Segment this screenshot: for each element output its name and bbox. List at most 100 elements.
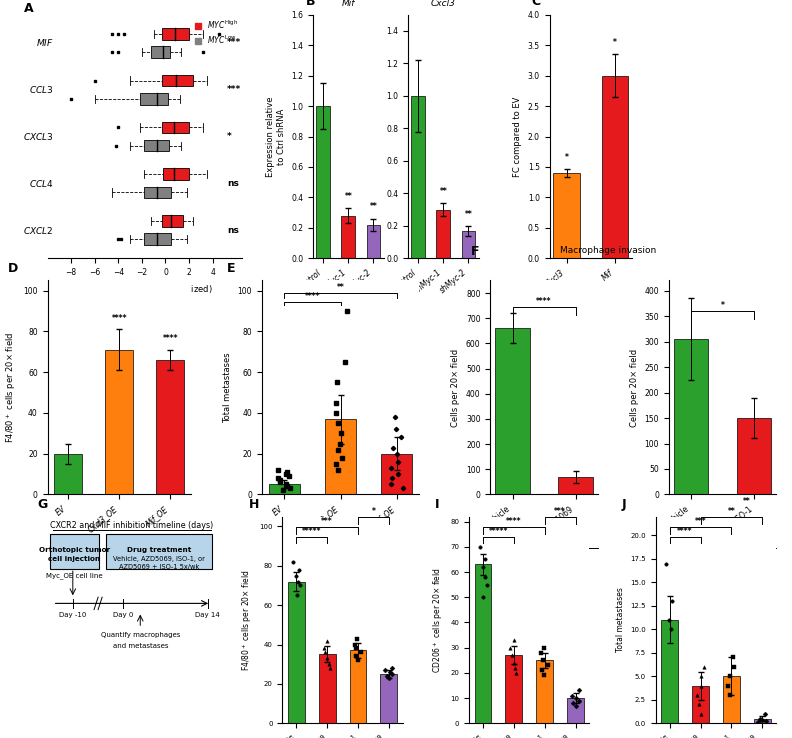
Text: *: * — [227, 132, 231, 141]
Text: ****: **** — [536, 297, 552, 306]
FancyBboxPatch shape — [105, 534, 212, 569]
Bar — [474, 565, 492, 723]
Text: F: F — [471, 245, 479, 258]
Y-axis label: Cells per 20× field: Cells per 20× field — [451, 348, 460, 427]
X-axis label: Log$_2$ FPKM (median normalized)
in human PDAC: Log$_2$ FPKM (median normalized) in huma… — [77, 283, 213, 306]
Text: ***: *** — [554, 507, 566, 516]
Text: CXCR2 and MIF inhibition timeline (days): CXCR2 and MIF inhibition timeline (days) — [50, 521, 214, 530]
Bar — [558, 477, 593, 494]
Text: Macrophage invasion: Macrophage invasion — [561, 246, 657, 255]
Text: ns: ns — [227, 226, 238, 235]
Text: ****: **** — [506, 517, 522, 526]
Text: G: G — [37, 498, 48, 511]
Text: and metastases: and metastases — [112, 643, 168, 649]
Text: $\it{CCL3}$: $\it{CCL3}$ — [29, 84, 53, 95]
Bar — [436, 210, 451, 258]
FancyBboxPatch shape — [144, 187, 171, 199]
Text: $\it{CCL4}$: $\it{CCL4}$ — [29, 178, 53, 189]
Bar — [411, 96, 425, 258]
Y-axis label: FC compared to EV: FC compared to EV — [513, 97, 522, 176]
FancyBboxPatch shape — [144, 233, 171, 245]
Title: Mif: Mif — [341, 0, 355, 8]
FancyBboxPatch shape — [162, 75, 192, 86]
FancyBboxPatch shape — [151, 46, 170, 58]
Text: ***: *** — [322, 517, 333, 526]
Bar — [318, 655, 336, 723]
Text: J: J — [622, 498, 626, 511]
Text: I: I — [436, 498, 440, 511]
Text: H: H — [249, 498, 259, 511]
Text: **: ** — [345, 192, 352, 201]
Legend: $MYC^{\mathrm{High}}$, $MYC^{\mathrm{Low}}$: $MYC^{\mathrm{High}}$, $MYC^{\mathrm{Low… — [195, 18, 238, 46]
Text: *: * — [613, 38, 617, 47]
Text: **: ** — [370, 202, 377, 211]
Bar — [269, 484, 300, 494]
Bar — [567, 698, 584, 723]
Bar — [287, 582, 305, 723]
Text: *: * — [565, 153, 569, 162]
Text: $\it{MIF}$: $\it{MIF}$ — [36, 38, 53, 49]
Text: $\it{CXCL2}$: $\it{CXCL2}$ — [23, 224, 53, 235]
FancyBboxPatch shape — [162, 122, 189, 134]
Text: Vehicle, AZD5069, ISO-1, or: Vehicle, AZD5069, ISO-1, or — [113, 556, 205, 562]
Text: *: * — [371, 507, 375, 516]
Bar — [462, 231, 475, 258]
Text: Day 0: Day 0 — [113, 612, 134, 618]
Text: Myc_OE cell line: Myc_OE cell line — [46, 573, 103, 579]
Text: *****: ***** — [489, 527, 508, 536]
Y-axis label: Cells per 20× field: Cells per 20× field — [630, 348, 639, 427]
FancyBboxPatch shape — [162, 28, 189, 40]
FancyBboxPatch shape — [144, 139, 169, 151]
Text: E: E — [227, 262, 235, 275]
Text: *****: ***** — [302, 527, 322, 536]
Bar — [316, 106, 330, 258]
Text: *: * — [721, 301, 725, 310]
Text: Myc_OE: Myc_OE — [527, 556, 561, 565]
Bar — [661, 620, 678, 723]
Bar — [367, 225, 380, 258]
Text: **: ** — [728, 507, 735, 516]
FancyBboxPatch shape — [163, 168, 189, 180]
Text: ns: ns — [227, 179, 238, 188]
Y-axis label: CD206$^+$ cells per 20× field: CD206$^+$ cells per 20× field — [431, 567, 445, 673]
FancyBboxPatch shape — [162, 215, 183, 227]
Bar — [554, 173, 580, 258]
Text: ****: **** — [305, 292, 320, 301]
Text: ****: **** — [162, 334, 178, 343]
Text: Day -10: Day -10 — [59, 612, 86, 618]
Bar — [105, 350, 133, 494]
Bar — [692, 686, 709, 723]
Text: AZD5069 + ISO-1 5x/wk: AZD5069 + ISO-1 5x/wk — [119, 564, 199, 570]
Text: **: ** — [465, 210, 472, 218]
Bar — [536, 661, 553, 723]
Text: cell injection: cell injection — [48, 556, 101, 562]
Text: ****: **** — [677, 527, 693, 536]
Text: Orthotopic tumor: Orthotopic tumor — [39, 547, 110, 553]
FancyBboxPatch shape — [50, 534, 99, 569]
Text: A: A — [25, 2, 34, 15]
Text: **: ** — [337, 283, 345, 292]
Text: $\it{CXCL3}$: $\it{CXCL3}$ — [23, 131, 53, 142]
Bar — [505, 655, 523, 723]
Bar — [495, 328, 530, 494]
Text: Day 14: Day 14 — [196, 612, 220, 618]
Bar — [380, 674, 398, 723]
Text: Myc_OE: Myc_OE — [706, 556, 739, 565]
Text: D: D — [7, 262, 17, 275]
Bar — [754, 719, 771, 723]
Bar — [349, 650, 367, 723]
Y-axis label: F4/80$^+$ cells per 20× field: F4/80$^+$ cells per 20× field — [4, 332, 17, 443]
Y-axis label: Total metastases: Total metastases — [615, 587, 625, 652]
Bar — [325, 419, 356, 494]
Bar — [737, 418, 771, 494]
Bar — [723, 676, 740, 723]
Text: ***: *** — [227, 38, 241, 47]
Text: Quantify macrophages: Quantify macrophages — [101, 632, 180, 638]
Text: Drug treatment: Drug treatment — [127, 547, 191, 553]
Y-axis label: Expression relative
to Ctrl shRNA: Expression relative to Ctrl shRNA — [266, 96, 286, 177]
Title: Cxcl3: Cxcl3 — [431, 0, 456, 8]
Y-axis label: F4/80$^+$ cells per 20× field: F4/80$^+$ cells per 20× field — [240, 569, 253, 671]
Bar — [673, 339, 708, 494]
Y-axis label: Total metastases: Total metastases — [223, 352, 232, 423]
Bar — [156, 360, 185, 494]
